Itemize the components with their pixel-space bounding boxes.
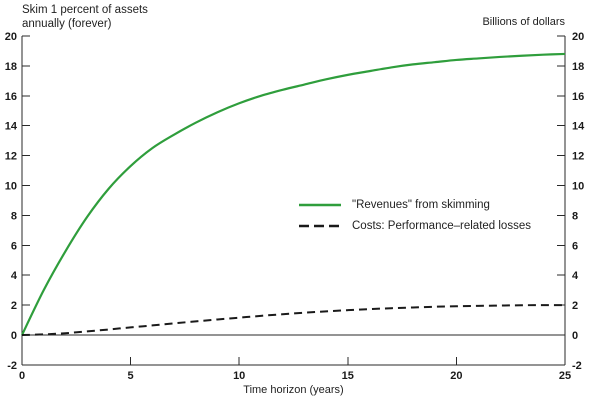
y-tick-label-right: 6 xyxy=(572,240,578,252)
y-tick-label-right: 12 xyxy=(572,151,584,163)
legend: "Revenues" from skimming Costs: Performa… xyxy=(298,194,531,236)
costs-dashed-line-swatch-icon xyxy=(299,224,341,227)
y-tick-label-right: 0 xyxy=(572,330,578,342)
y-tick-label-left: 20 xyxy=(5,31,17,43)
right-axis-title: Billions of dollars xyxy=(482,16,565,28)
costs-curve xyxy=(21,304,566,336)
y-tick-label-right: 18 xyxy=(572,61,584,73)
y-tick-label-left: 14 xyxy=(5,121,18,133)
x-tick-label: 20 xyxy=(450,370,462,382)
chart-title: Skim 1 percent of assets annually (forev… xyxy=(22,3,148,31)
y-tick-label-left: 6 xyxy=(11,240,17,252)
y-tick-label-left: 10 xyxy=(5,181,17,193)
y-tick-label-left: 0 xyxy=(11,330,17,342)
revenues-curve xyxy=(21,52,566,336)
y-tick-label-right: 16 xyxy=(572,91,584,103)
y-tick-label-left: -2 xyxy=(7,360,17,372)
y-tick-label-left: 12 xyxy=(5,151,17,163)
y-tick-label-right: 4 xyxy=(572,270,579,282)
y-tick-label-right: 2 xyxy=(572,300,578,312)
x-tick-label: 0 xyxy=(19,370,25,382)
y-tick-label-left: 8 xyxy=(11,210,17,222)
legend-label-revenues: "Revenues" from skimming xyxy=(352,198,490,211)
y-tick-label-right: 10 xyxy=(572,181,584,193)
x-tick-label: 25 xyxy=(559,370,571,382)
y-tick-label-left: 2 xyxy=(11,300,17,312)
legend-item-revenues: "Revenues" from skimming xyxy=(298,194,531,215)
y-tick-label-right: 20 xyxy=(572,31,584,43)
chart-title-line1: Skim 1 percent of assets xyxy=(22,4,148,16)
y-tick-label-right: 14 xyxy=(572,121,585,133)
y-tick-label-left: 18 xyxy=(5,61,17,73)
y-tick-label-right: -2 xyxy=(572,360,582,372)
x-tick-label: 10 xyxy=(233,370,245,382)
y-tick-label-left: 4 xyxy=(11,270,18,282)
x-tick-label: 15 xyxy=(342,370,354,382)
y-tick-label-right: 8 xyxy=(572,210,578,222)
chart-title-line2: annually (forever) xyxy=(22,18,112,30)
legend-label-costs: Costs: Performance–related losses xyxy=(352,219,531,232)
x-axis-label: Time horizon (years) xyxy=(243,384,344,396)
revenues-line-swatch-icon xyxy=(299,203,341,206)
y-tick-label-left: 16 xyxy=(5,91,17,103)
x-tick-label: 5 xyxy=(128,370,134,382)
legend-item-costs: Costs: Performance–related losses xyxy=(298,215,531,236)
